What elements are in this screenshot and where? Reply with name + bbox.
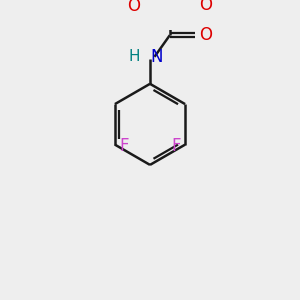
Text: O: O — [199, 0, 212, 14]
Text: H: H — [129, 49, 140, 64]
Text: N: N — [150, 48, 163, 66]
Text: O: O — [200, 26, 212, 44]
Text: F: F — [171, 136, 181, 154]
Text: F: F — [119, 136, 129, 154]
Text: O: O — [127, 0, 140, 15]
